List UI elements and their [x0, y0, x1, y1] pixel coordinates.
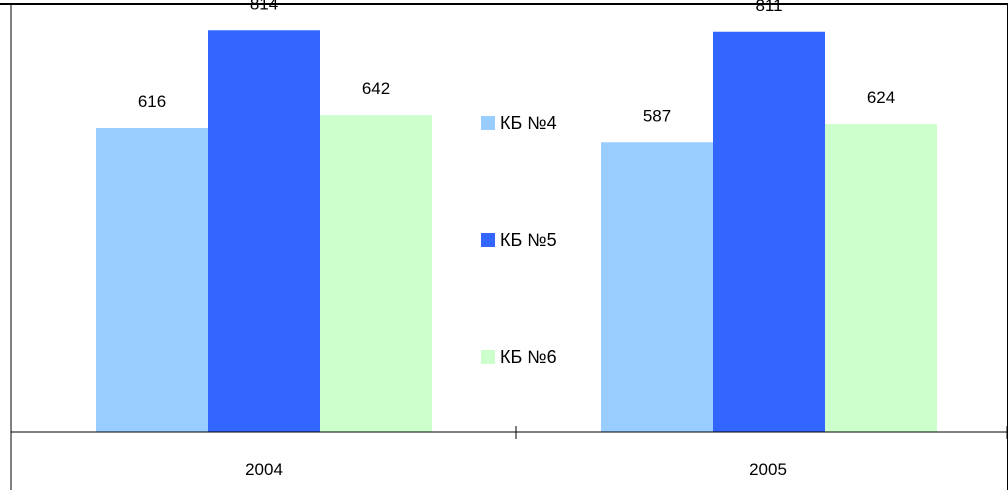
legend: КБ №4 КБ №5 КБ №6 — [481, 113, 557, 367]
data-label-2004-series-2: 814 — [250, 0, 278, 13]
bar-2005-series-1 — [601, 142, 713, 433]
bar-2005-series-2 — [713, 31, 825, 432]
bar-2004-series-2 — [208, 30, 320, 433]
data-label-2005-series-1: 587 — [643, 106, 671, 125]
bars-group — [96, 30, 937, 433]
bar-2004-series-1 — [96, 127, 208, 432]
bar-2005-series-3 — [825, 124, 937, 433]
legend-label-series-2: КБ №5 — [500, 230, 557, 250]
data-label-2004-series-3: 642 — [362, 79, 390, 98]
data-label-2005-series-2: 811 — [755, 0, 782, 15]
data-label-2005-series-3: 624 — [867, 88, 895, 107]
legend-label-series-3: КБ №6 — [500, 347, 557, 367]
legend-swatch-series-1 — [481, 116, 495, 130]
legend-label-series-1: КБ №4 — [500, 113, 557, 133]
bar-2004-series-3 — [320, 115, 432, 433]
legend-swatch-series-3 — [481, 350, 495, 364]
data-labels-group: 616 814 642 587 811 624 — [138, 0, 895, 125]
data-label-2004-series-1: 616 — [138, 92, 166, 111]
legend-swatch-series-2 — [481, 233, 495, 247]
x-axis: 2004 2005 — [10, 426, 1008, 479]
x-tick-label-2004: 2004 — [245, 460, 283, 479]
x-tick-label-2005: 2005 — [749, 460, 787, 479]
